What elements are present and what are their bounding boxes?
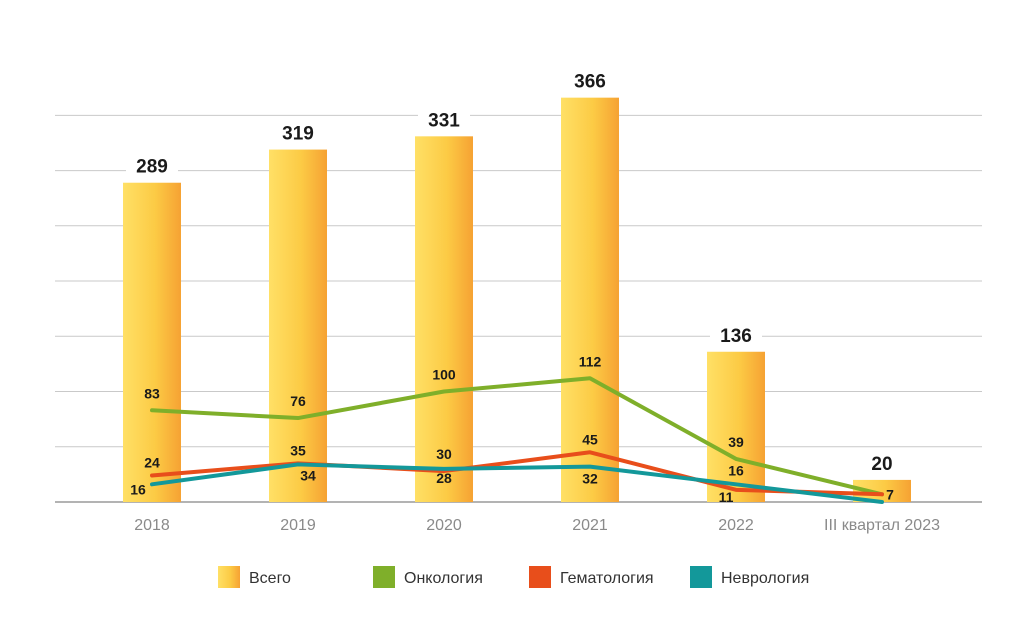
point-label: 30 bbox=[436, 446, 452, 462]
point-label: 112 bbox=[579, 353, 602, 369]
bar-value-label: 319 bbox=[282, 124, 314, 145]
point-label: 76 bbox=[290, 393, 306, 409]
point-label: 100 bbox=[432, 367, 456, 383]
bar bbox=[561, 97, 619, 503]
x-axis-ticks: 2018 2019 2020 2021 2022 III квартал 2023 bbox=[134, 517, 940, 534]
bar-label-bg bbox=[710, 322, 762, 347]
bar bbox=[707, 351, 765, 502]
x-tick-label: 2020 bbox=[426, 517, 462, 534]
legend-label: Онкология bbox=[404, 570, 483, 587]
point-label: 28 bbox=[436, 470, 452, 486]
bar-value-label: 331 bbox=[428, 110, 460, 131]
x-tick-label: 2022 bbox=[718, 517, 754, 534]
point-label: 11 bbox=[719, 489, 734, 505]
x-tick-label: 2019 bbox=[280, 517, 316, 534]
x-tick-label: III квартал 2023 bbox=[824, 517, 940, 534]
legend-swatch bbox=[218, 566, 240, 588]
x-tick-label: 2018 bbox=[134, 517, 170, 534]
point-label: 16 bbox=[130, 481, 146, 497]
bar-label-bg bbox=[272, 120, 324, 145]
bar bbox=[853, 479, 911, 502]
point-label: 32 bbox=[582, 471, 598, 487]
bar bbox=[123, 182, 181, 502]
line-Гематология bbox=[150, 450, 884, 497]
bar-label-bg bbox=[126, 153, 178, 178]
legend: Всего Онкология Гематология Неврология bbox=[218, 566, 809, 588]
legend-swatch bbox=[373, 566, 395, 588]
line-series bbox=[150, 376, 884, 504]
point-label: 34 bbox=[300, 467, 316, 483]
x-tick-label: 2021 bbox=[572, 517, 608, 534]
point-label: 16 bbox=[728, 462, 744, 478]
bar bbox=[269, 149, 327, 503]
line-Онкология bbox=[150, 376, 884, 497]
data-labels: 289 319 331 366 136 20 83 76 100 112 39 7 24 35 28 45 11… bbox=[126, 68, 908, 505]
point-label: 24 bbox=[144, 454, 160, 470]
point-label: 45 bbox=[582, 431, 598, 447]
bar-label-bg bbox=[418, 107, 470, 132]
legend-label: Гематология bbox=[560, 570, 654, 587]
point-label: 39 bbox=[728, 434, 744, 450]
bar-value-label: 20 bbox=[871, 454, 892, 475]
bar-label-bg bbox=[856, 450, 908, 475]
bar-series bbox=[123, 97, 911, 503]
bar-label-bg bbox=[564, 68, 616, 93]
point-label: 35 bbox=[290, 442, 306, 458]
legend-swatch bbox=[690, 566, 712, 588]
legend-swatch bbox=[529, 566, 551, 588]
bar bbox=[415, 136, 473, 503]
bar-value-label: 289 bbox=[136, 157, 168, 178]
gridlines bbox=[55, 114, 982, 503]
line-Неврология bbox=[150, 462, 884, 504]
legend-label: Всего bbox=[249, 570, 291, 587]
bar-value-label: 136 bbox=[720, 326, 752, 347]
bar-value-label: 366 bbox=[574, 72, 606, 93]
point-label: 83 bbox=[144, 385, 160, 401]
legend-label: Неврология bbox=[721, 570, 809, 587]
point-label: 7 bbox=[886, 486, 894, 502]
